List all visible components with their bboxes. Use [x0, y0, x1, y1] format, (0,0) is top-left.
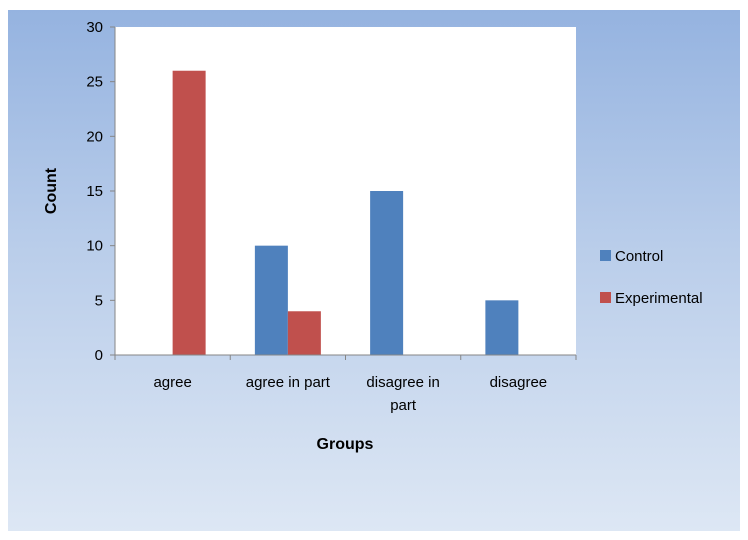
- bar-control-2: [370, 191, 404, 355]
- x-tick-label: agree in part: [246, 374, 331, 391]
- x-axis-title: Groups: [317, 436, 374, 453]
- y-tick-label: 15: [86, 183, 103, 200]
- x-tick-label: agree: [153, 374, 191, 391]
- x-tick-label: disagree: [490, 374, 548, 391]
- y-tick-label: 5: [95, 292, 103, 309]
- y-tick-label: 25: [86, 74, 103, 91]
- legend-label-control: Control: [615, 248, 663, 265]
- legend-swatch-experimental: [600, 292, 611, 303]
- legend: Control Experimental: [600, 248, 703, 307]
- y-tick-label: 10: [86, 238, 103, 255]
- bar-control-1: [254, 245, 288, 355]
- y-axis-title: Count: [43, 167, 60, 214]
- x-tick-label: disagree in part: [366, 374, 439, 414]
- bar-experimental-0: [172, 70, 206, 355]
- y-tick-label: 30: [86, 19, 103, 36]
- bar-experimental-1: [287, 311, 321, 355]
- y-tick-label: 0: [95, 347, 103, 364]
- legend-label-experimental: Experimental: [615, 290, 703, 307]
- bar-control-3: [485, 300, 519, 355]
- legend-swatch-control: [600, 250, 611, 261]
- y-tick-label: 20: [86, 128, 103, 145]
